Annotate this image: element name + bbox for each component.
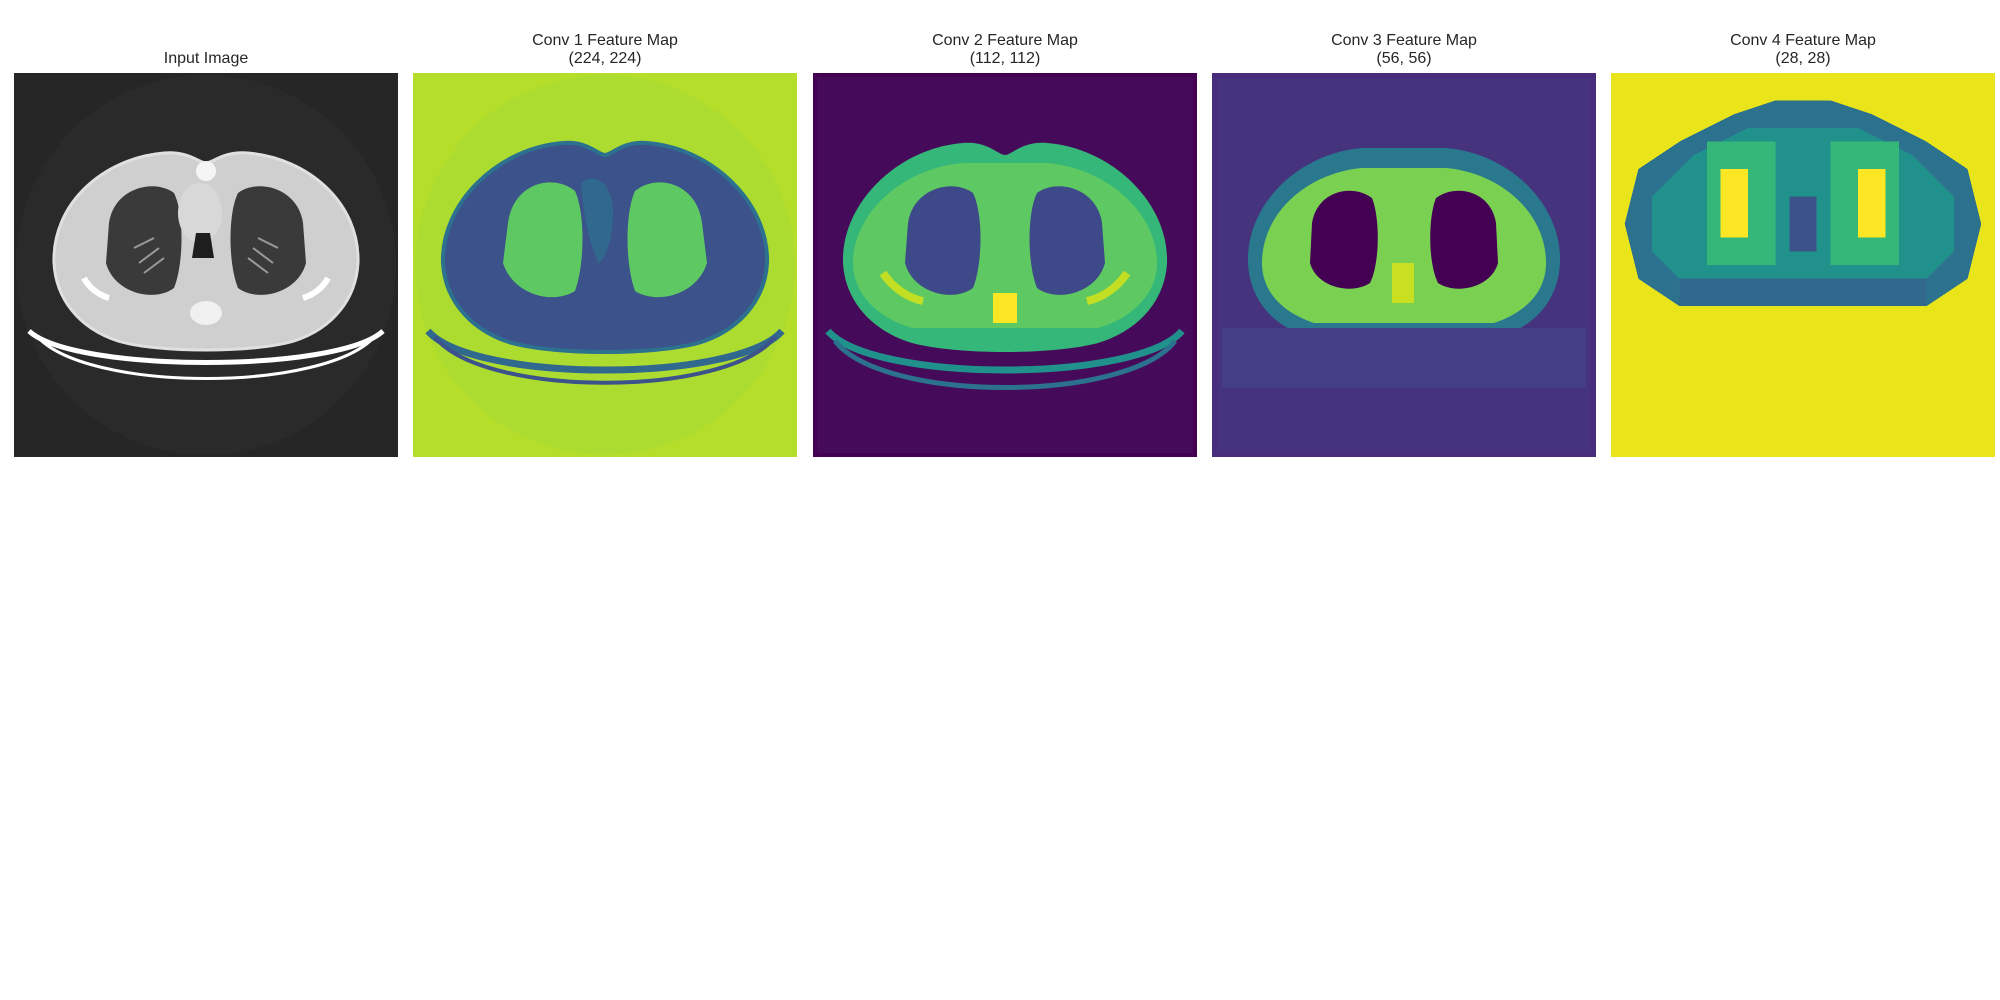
conv1-feature-map <box>413 73 797 457</box>
panel-title: Conv 2 Feature Map (112, 112) <box>813 32 1197 68</box>
input-ct-image <box>14 73 398 457</box>
panel-subtitle-text: (28, 28) <box>1611 50 1995 68</box>
panel-subtitle-text: (56, 56) <box>1212 50 1596 68</box>
conv1-heatmap <box>413 73 797 457</box>
panel-subtitle-text: (112, 112) <box>813 50 1197 68</box>
panel-title-text: Conv 1 Feature Map <box>413 32 797 50</box>
panel-title-text: Conv 3 Feature Map <box>1212 32 1596 50</box>
panel-title-text: Input Image <box>14 50 398 68</box>
panel-title-text: Conv 2 Feature Map <box>813 32 1197 50</box>
conv2-heatmap <box>813 73 1197 457</box>
panel-title: Input Image <box>14 50 398 68</box>
conv3-feature-map <box>1212 73 1596 457</box>
conv2-feature-map <box>813 73 1197 457</box>
panel-subtitle-text: (224, 224) <box>413 50 797 68</box>
conv3-heatmap <box>1212 73 1596 457</box>
conv4-heatmap <box>1611 73 1995 457</box>
panel-title: Conv 3 Feature Map (56, 56) <box>1212 32 1596 68</box>
panel-title: Conv 4 Feature Map (28, 28) <box>1611 32 1995 68</box>
panel-title: Conv 1 Feature Map (224, 224) <box>413 32 797 68</box>
conv4-feature-map <box>1611 73 1995 457</box>
panel-title-text: Conv 4 Feature Map <box>1611 32 1995 50</box>
ct-scan-graphic <box>14 73 398 457</box>
